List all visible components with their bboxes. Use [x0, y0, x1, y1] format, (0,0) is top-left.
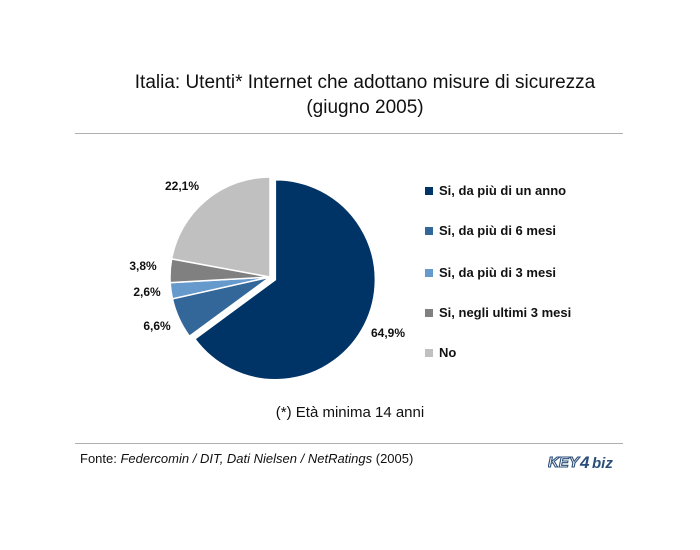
- chart-title: Italia: Utenti* Internet che adottano mi…: [60, 70, 670, 120]
- source-credit: Fonte: Federcomin / DIT, Dati Nielsen / …: [80, 451, 413, 466]
- chart-title-line1: Italia: Utenti* Internet che adottano mi…: [134, 72, 596, 93]
- slice-data-label: 6,6%: [143, 319, 171, 333]
- footnote: (*) Età minima 14 anni: [275, 404, 425, 421]
- pie-slice: [170, 176, 271, 278]
- key4biz-logo-graphic: KEY 4 biz: [548, 453, 613, 472]
- legend-label: Si, da più di un anno: [439, 183, 567, 198]
- source-prefix: Fonte:: [80, 451, 121, 466]
- legend-swatch: [425, 227, 433, 235]
- slice-data-label: 2,6%: [133, 285, 161, 299]
- svg-text:KEY: KEY: [548, 454, 581, 471]
- svg-text:biz: biz: [592, 455, 613, 472]
- legend-swatch: [425, 269, 433, 277]
- source-italic: Federcomin / DIT, Dati Nielsen / NetRati…: [120, 451, 373, 466]
- chart-title-line2: (giugno 2005): [306, 97, 424, 118]
- legend-label: Si, negli ultimi 3 mesi: [439, 305, 572, 320]
- legend-swatch: [425, 187, 433, 195]
- top-divider: [75, 133, 623, 134]
- source-suffix: (2005): [372, 451, 414, 466]
- legend-item: Si, da più di 3 mesi: [425, 264, 605, 282]
- legend-label: No: [439, 345, 457, 360]
- pie-slice: [193, 178, 377, 381]
- bottom-divider: [75, 443, 623, 444]
- slice-data-label: 64,9%: [371, 326, 405, 340]
- legend-swatch: [425, 349, 433, 357]
- legend-item: No: [425, 344, 605, 362]
- legend-swatch: [425, 309, 433, 317]
- slice-data-label: 3,8%: [129, 259, 157, 273]
- legend-label: Si, da più di 3 mesi: [439, 265, 557, 280]
- legend-item: Si, negli ultimi 3 mesi: [425, 304, 605, 322]
- slice-data-label: 22,1%: [165, 179, 199, 193]
- legend-item: Si, da più di un anno: [425, 182, 605, 200]
- svg-text:4: 4: [579, 453, 590, 472]
- legend-item: Si, da più di 6 mesi: [425, 222, 605, 240]
- legend-label: Si, da più di 6 mesi: [439, 223, 557, 238]
- key4biz-logo: KEY 4 biz: [548, 452, 623, 472]
